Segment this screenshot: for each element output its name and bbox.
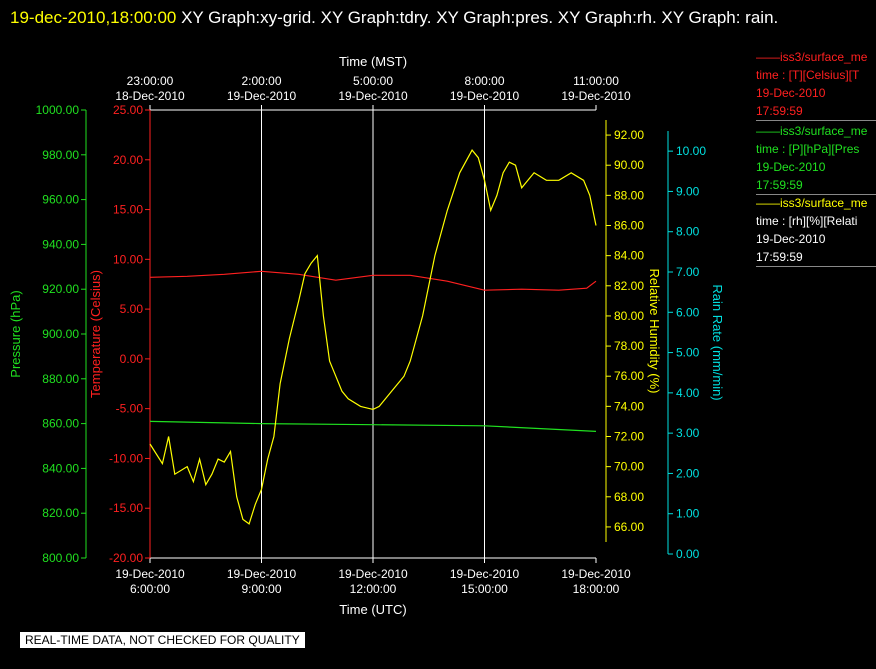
y-axis-title-temperature: Temperature (Celsius) (88, 270, 103, 398)
y-tick-label-rain: 0.00 (676, 547, 700, 561)
y-tick-label-rain: 6.00 (676, 305, 700, 319)
x-tick-label-top-time: 23:00:00 (127, 74, 174, 88)
x-tick-label-bottom-date: 19-Dec-2010 (115, 567, 185, 581)
x-tick-label-bottom-time: 15:00:00 (461, 582, 508, 596)
x-tick-label-top-time: 5:00:00 (353, 74, 393, 88)
x-tick-label-top-date: 19-Dec-2010 (227, 89, 297, 103)
header-timestamp: 19-dec-2010,18:00:00 (10, 8, 177, 27)
y-tick-label-humidity: 82.00 (614, 279, 644, 293)
x-tick-label-bottom-time: 18:00:00 (573, 582, 620, 596)
y-axis-title-rain: Rain Rate (mm/min) (710, 284, 725, 400)
x-tick-label-top-time: 8:00:00 (464, 74, 504, 88)
series-line-pressure (149, 420, 597, 432)
y-tick-label-temperature: 25.00 (113, 103, 143, 117)
y-tick-label-rain: 9.00 (676, 184, 700, 198)
y-tick-label-rain: 4.00 (676, 386, 700, 400)
series-lines (149, 149, 597, 525)
y-tick-label-humidity: 92.00 (614, 128, 644, 142)
y-tick-label-rain: 1.00 (676, 507, 700, 521)
y-tick-label-pressure: 860.00 (42, 417, 79, 431)
y-tick-label-humidity: 78.00 (614, 339, 644, 353)
header-graph-list: XY Graph:xy-grid. XY Graph:tdry. XY Grap… (176, 8, 779, 27)
legend-field: time : [T][Celsius][T (756, 68, 860, 82)
x-tick-label-bottom-time: 6:00:00 (130, 582, 170, 596)
y-tick-label-temperature: 20.00 (113, 153, 143, 167)
legend-source: ——iss3/surface_me (756, 124, 868, 138)
x-tick-label-top-time: 11:00:00 (573, 74, 619, 88)
y-tick-label-pressure: 980.00 (42, 148, 79, 162)
y-tick-label-humidity: 66.00 (614, 520, 644, 534)
quality-notice: REAL-TIME DATA, NOT CHECKED FOR QUALITY (20, 632, 305, 648)
y-tick-label-temperature: 0.00 (120, 352, 144, 366)
y-tick-label-pressure: 1000.00 (36, 103, 80, 117)
x-tick-label-bottom-time: 12:00:00 (350, 582, 397, 596)
legend-time: 17:59:59 (756, 248, 876, 267)
y-tick-label-temperature: -15.00 (109, 501, 143, 515)
y-tick-label-humidity: 76.00 (614, 369, 644, 383)
y-tick-label-rain: 7.00 (676, 265, 700, 279)
series-line-temperature (149, 270, 597, 291)
y-tick-label-humidity: 68.00 (614, 490, 644, 504)
legend-entry-humidity: ——iss3/surface_me time : [rh][%][Relati … (756, 194, 876, 267)
y-tick-label-rain: 10.00 (676, 144, 706, 158)
legend-field: time : [rh][%][Relati (756, 214, 858, 228)
y-tick-label-pressure: 840.00 (42, 461, 79, 475)
x-axis-title-top: Time (MST) (339, 54, 407, 69)
y-tick-label-humidity: 80.00 (614, 309, 644, 323)
x-tick-label-bottom-date: 19-Dec-2010 (338, 567, 408, 581)
y-tick-label-pressure: 900.00 (42, 327, 79, 341)
y-tick-label-rain: 8.00 (676, 225, 700, 239)
y-tick-label-temperature: -10.00 (109, 451, 143, 465)
x-tick-label-bottom-date: 19-Dec-2010 (561, 567, 631, 581)
legend-field: time : [P][hPa][Pres (756, 142, 860, 156)
legend-date: 19-Dec-2010 (756, 86, 826, 100)
x-tick-label-bottom-date: 19-Dec-2010 (227, 567, 297, 581)
legend-source: ——iss3/surface_me (756, 196, 868, 210)
y-tick-label-pressure: 800.00 (42, 551, 79, 565)
y-tick-label-temperature: 15.00 (113, 203, 143, 217)
y-tick-label-pressure: 880.00 (42, 372, 79, 386)
axes: 19-Dec-20106:00:0023:00:0018-Dec-201019-… (8, 54, 725, 617)
y-axis-title-pressure: Pressure (hPa) (8, 290, 23, 377)
x-tick-label-top-date: 19-Dec-2010 (450, 89, 520, 103)
legend-date: 19-Dec-2010 (756, 160, 826, 174)
x-tick-label-bottom-date: 19-Dec-2010 (450, 567, 520, 581)
x-tick-label-bottom-time: 9:00:00 (241, 582, 281, 596)
header-title: 19-dec-2010,18:00:00 XY Graph:xy-grid. X… (10, 4, 860, 31)
y-tick-label-pressure: 940.00 (42, 237, 79, 251)
y-tick-label-rain: 5.00 (676, 346, 700, 360)
y-tick-label-temperature: -20.00 (109, 551, 143, 565)
legend-date: 19-Dec-2010 (756, 232, 826, 246)
y-tick-label-pressure: 820.00 (42, 506, 79, 520)
y-tick-label-humidity: 74.00 (614, 399, 644, 413)
y-tick-label-humidity: 86.00 (614, 219, 644, 233)
x-tick-label-top-time: 2:00:00 (241, 74, 281, 88)
y-tick-label-rain: 3.00 (676, 426, 700, 440)
x-tick-label-top-date: 19-Dec-2010 (338, 89, 408, 103)
y-tick-label-temperature: 5.00 (120, 302, 144, 316)
y-tick-label-rain: 2.00 (676, 466, 700, 480)
x-axis-title-bottom: Time (UTC) (339, 602, 406, 617)
y-tick-label-temperature: 10.00 (113, 252, 143, 266)
legend-entry-pressure: ——iss3/surface_me time : [P][hPa][Pres 1… (756, 122, 876, 195)
y-tick-label-pressure: 960.00 (42, 193, 79, 207)
legend-entry-temperature: ——iss3/surface_me time : [T][Celsius][T … (756, 48, 876, 121)
y-tick-label-humidity: 90.00 (614, 158, 644, 172)
y-tick-label-pressure: 920.00 (42, 282, 79, 296)
y-tick-label-temperature: -5.00 (116, 402, 144, 416)
x-tick-label-top-date: 18-Dec-2010 (115, 89, 185, 103)
grid-lines (261, 110, 485, 558)
legend-source: ——iss3/surface_me (756, 50, 868, 64)
legend-time: 17:59:59 (756, 176, 876, 195)
y-axis-title-humidity: Relative Humidity (%) (647, 269, 662, 394)
y-tick-label-humidity: 84.00 (614, 249, 644, 263)
series-line-humidity (149, 149, 597, 525)
y-tick-label-humidity: 72.00 (614, 430, 644, 444)
y-tick-label-humidity: 88.00 (614, 188, 644, 202)
legend-time: 17:59:59 (756, 102, 876, 121)
y-tick-label-humidity: 70.00 (614, 460, 644, 474)
x-tick-label-top-date: 19-Dec-2010 (561, 89, 631, 103)
